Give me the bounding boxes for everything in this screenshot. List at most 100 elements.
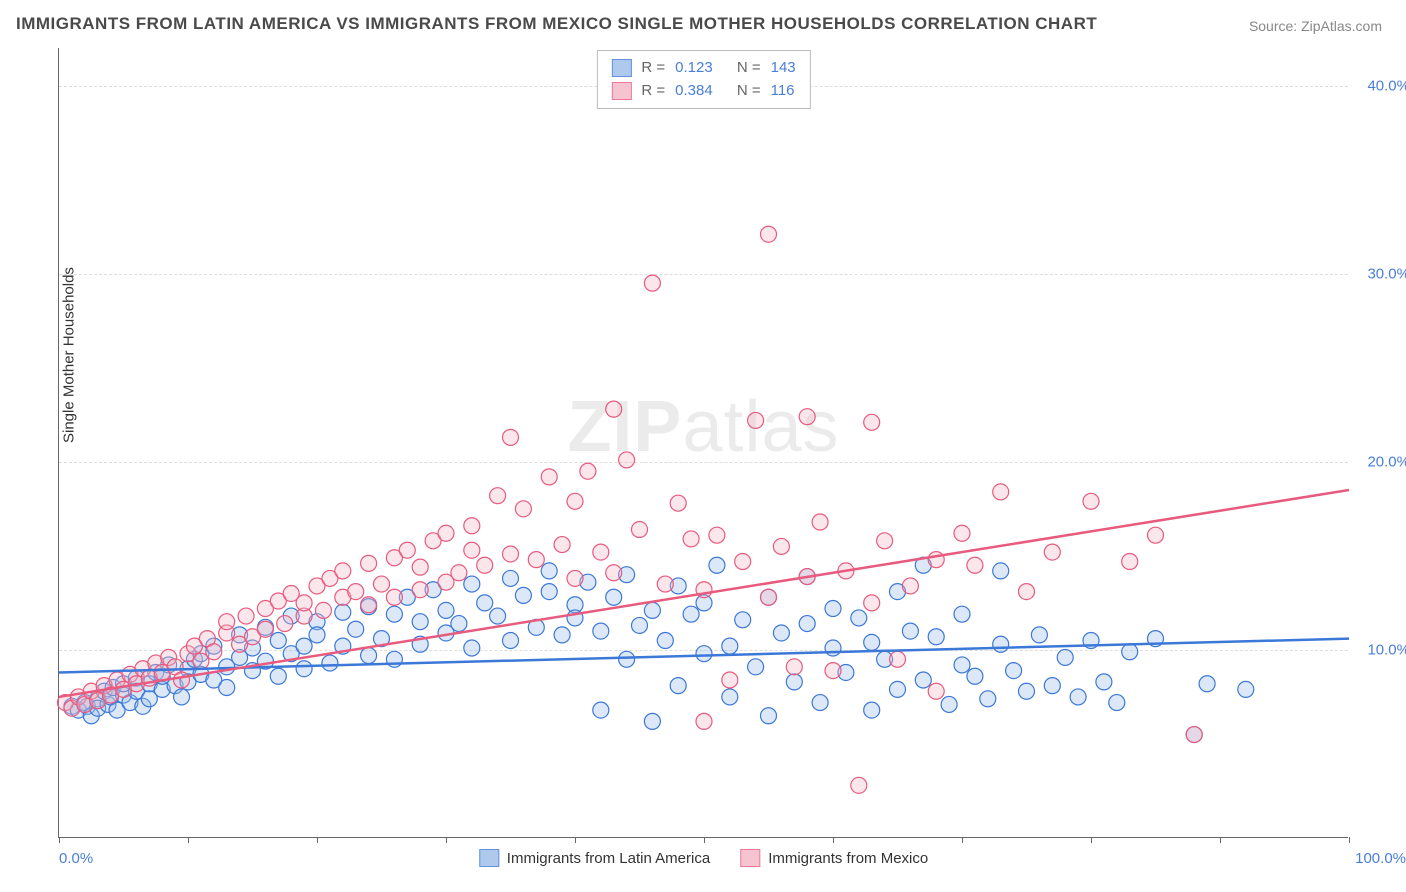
data-point bbox=[864, 414, 880, 430]
data-point bbox=[696, 713, 712, 729]
swatch-mexico bbox=[611, 82, 631, 100]
data-point bbox=[812, 695, 828, 711]
data-point bbox=[761, 708, 777, 724]
stats-legend: R = 0.123 N = 143 R = 0.384 N = 116 bbox=[596, 50, 810, 109]
data-point bbox=[606, 401, 622, 417]
data-point bbox=[902, 623, 918, 639]
x-tick bbox=[1091, 837, 1092, 843]
data-point bbox=[503, 570, 519, 586]
data-point bbox=[219, 680, 235, 696]
legend-label: Immigrants from Mexico bbox=[768, 850, 928, 867]
data-point bbox=[412, 614, 428, 630]
data-point bbox=[528, 552, 544, 568]
data-point bbox=[735, 612, 751, 628]
data-point bbox=[773, 538, 789, 554]
data-point bbox=[515, 587, 531, 603]
data-point bbox=[174, 689, 190, 705]
data-point bbox=[464, 576, 480, 592]
data-point bbox=[670, 678, 686, 694]
data-point bbox=[541, 563, 557, 579]
data-point bbox=[773, 625, 789, 641]
r-label: R = bbox=[641, 57, 665, 80]
data-point bbox=[386, 606, 402, 622]
y-tick-label: 40.0% bbox=[1354, 77, 1406, 94]
data-point bbox=[644, 275, 660, 291]
data-point bbox=[374, 576, 390, 592]
data-point bbox=[748, 412, 764, 428]
data-point bbox=[1148, 527, 1164, 543]
data-point bbox=[593, 702, 609, 718]
data-point bbox=[386, 589, 402, 605]
data-point bbox=[490, 488, 506, 504]
data-point bbox=[361, 648, 377, 664]
data-point bbox=[1199, 676, 1215, 692]
data-point bbox=[851, 610, 867, 626]
data-point bbox=[554, 537, 570, 553]
data-point bbox=[277, 616, 293, 632]
data-point bbox=[967, 668, 983, 684]
data-point bbox=[748, 659, 764, 675]
data-point bbox=[632, 617, 648, 633]
data-point bbox=[412, 559, 428, 575]
data-point bbox=[670, 495, 686, 511]
n-value-latin-america: 143 bbox=[771, 57, 796, 80]
data-point bbox=[399, 542, 415, 558]
data-point bbox=[1031, 627, 1047, 643]
x-tick bbox=[1349, 837, 1350, 843]
data-point bbox=[593, 623, 609, 639]
data-point bbox=[238, 608, 254, 624]
data-point bbox=[941, 696, 957, 712]
data-point bbox=[567, 570, 583, 586]
data-point bbox=[606, 589, 622, 605]
data-point bbox=[438, 602, 454, 618]
data-point bbox=[877, 533, 893, 549]
data-point bbox=[1019, 683, 1035, 699]
data-point bbox=[1096, 674, 1112, 690]
data-point bbox=[541, 584, 557, 600]
y-tick-label: 10.0% bbox=[1354, 641, 1406, 658]
x-tick bbox=[833, 837, 834, 843]
data-point bbox=[451, 565, 467, 581]
series-legend: Immigrants from Latin America Immigrants… bbox=[479, 849, 928, 867]
x-tick bbox=[317, 837, 318, 843]
swatch-latin-america bbox=[479, 849, 499, 867]
data-point bbox=[296, 638, 312, 654]
data-point bbox=[761, 226, 777, 242]
x-tick bbox=[446, 837, 447, 843]
data-point bbox=[619, 651, 635, 667]
data-point bbox=[515, 501, 531, 517]
data-point bbox=[709, 557, 725, 573]
data-point bbox=[464, 640, 480, 656]
data-point bbox=[632, 522, 648, 538]
n-label: N = bbox=[737, 57, 761, 80]
data-point bbox=[606, 565, 622, 581]
data-point bbox=[464, 518, 480, 534]
data-point bbox=[270, 668, 286, 684]
data-point bbox=[657, 633, 673, 649]
x-tick bbox=[962, 837, 963, 843]
n-value-mexico: 116 bbox=[771, 80, 795, 103]
data-point bbox=[270, 633, 286, 649]
data-point bbox=[1019, 584, 1035, 600]
data-point bbox=[928, 629, 944, 645]
data-point bbox=[825, 640, 841, 656]
data-point bbox=[864, 634, 880, 650]
data-point bbox=[554, 627, 570, 643]
data-point bbox=[580, 463, 596, 479]
trend-line bbox=[59, 490, 1349, 697]
data-point bbox=[993, 636, 1009, 652]
data-point bbox=[206, 644, 222, 660]
data-point bbox=[954, 657, 970, 673]
swatch-mexico bbox=[740, 849, 760, 867]
data-point bbox=[619, 452, 635, 468]
data-point bbox=[1044, 678, 1060, 694]
data-point bbox=[348, 621, 364, 637]
data-point bbox=[1044, 544, 1060, 560]
data-point bbox=[993, 563, 1009, 579]
chart-title: IMMIGRANTS FROM LATIN AMERICA VS IMMIGRA… bbox=[16, 14, 1097, 34]
data-point bbox=[890, 651, 906, 667]
legend-item-latin-america: Immigrants from Latin America bbox=[479, 849, 710, 867]
data-point bbox=[683, 606, 699, 622]
y-tick-label: 30.0% bbox=[1354, 265, 1406, 282]
r-value-latin-america: 0.123 bbox=[675, 57, 713, 80]
